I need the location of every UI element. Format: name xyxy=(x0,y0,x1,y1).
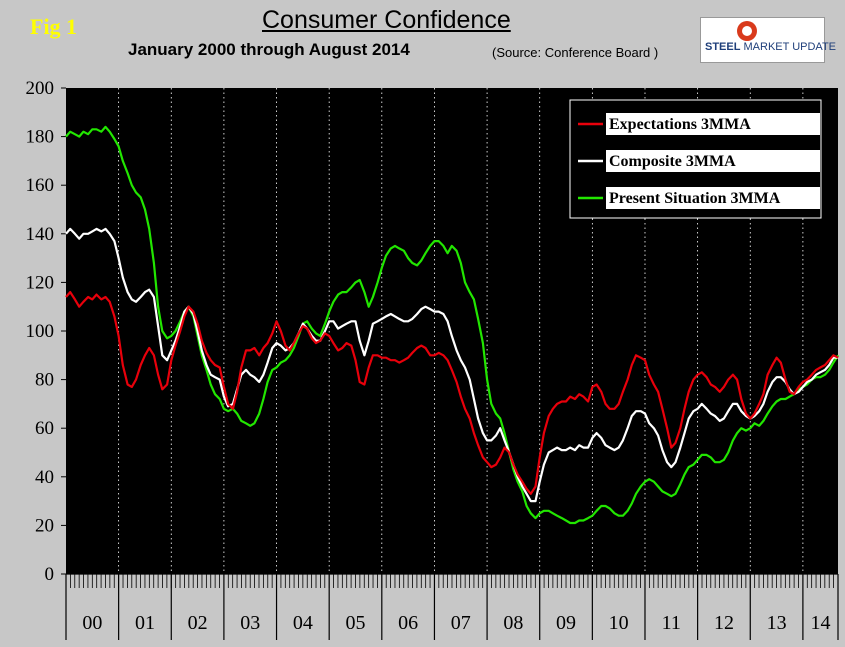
y-tick-label: 20 xyxy=(35,515,54,536)
x-tick-label: 05 xyxy=(345,612,365,634)
y-tick-label: 80 xyxy=(35,370,54,391)
x-tick-label: 04 xyxy=(293,612,313,634)
x-tick-label: 02 xyxy=(188,612,208,634)
y-tick-label: 120 xyxy=(26,272,55,293)
x-tick-label: 14 xyxy=(810,612,830,634)
steel-market-update-logo: STEEL MARKET UPDATE xyxy=(700,17,836,63)
x-tick-label: 10 xyxy=(609,612,629,634)
y-tick-label: 40 xyxy=(35,467,54,488)
x-tick-label: 13 xyxy=(767,612,787,634)
legend-label-bg xyxy=(606,113,820,135)
y-tick-label: 200 xyxy=(26,78,55,99)
x-tick-label: 11 xyxy=(662,612,681,634)
y-tick-label: 0 xyxy=(45,564,55,585)
chart-source: (Source: Conference Board ) xyxy=(492,45,659,60)
legend-label: Composite 3MMA xyxy=(609,153,736,170)
x-tick-label: 09 xyxy=(556,612,576,634)
y-axis: 0 20 40 60 80 100 120 140 160 180 200 xyxy=(26,78,66,585)
x-tick-label: 00 xyxy=(82,612,102,634)
logo-text: STEEL MARKET UPDATE xyxy=(705,41,837,53)
y-tick-label: 180 xyxy=(26,127,55,148)
x-tick-label: 08 xyxy=(503,612,523,634)
legend-label-bg xyxy=(606,187,820,209)
x-tick-label: 07 xyxy=(451,612,471,634)
x-axis: 00 01 02 03 04 05 06 07 08 09 10 11 12 13 14 xyxy=(65,573,839,640)
legend-label: Expectations 3MMA xyxy=(609,116,751,133)
x-tick-label: 12 xyxy=(714,612,734,634)
series-line-expectations-3mma xyxy=(65,291,839,495)
x-tick-label: 01 xyxy=(135,612,155,634)
y-tick-label: 60 xyxy=(35,418,54,439)
x-tick-label: 03 xyxy=(240,612,260,634)
legend: Expectations 3MMA Composite 3MMA Present S… xyxy=(569,99,822,219)
figure-label: Fig 1 xyxy=(30,14,78,39)
chart-title: Consumer Confidence xyxy=(262,6,511,34)
y-tick-label: 140 xyxy=(26,224,55,245)
chart-subtitle: January 2000 through August 2014 xyxy=(128,40,410,59)
y-tick-label: 160 xyxy=(26,175,55,196)
series-lines xyxy=(65,125,840,525)
vertical-grid xyxy=(118,88,804,574)
series-line-composite-3mma xyxy=(65,227,839,503)
legend-label: Present Situation 3MMA xyxy=(609,190,781,207)
x-tick-label: 06 xyxy=(398,612,418,634)
y-tick-label: 100 xyxy=(26,321,55,342)
legend-label-bg xyxy=(606,150,820,172)
logo-icon xyxy=(737,21,757,41)
